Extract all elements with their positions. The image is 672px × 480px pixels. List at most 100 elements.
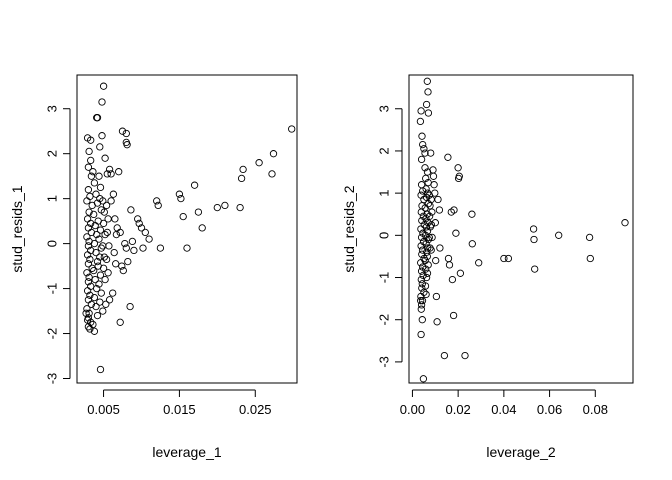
data-point bbox=[90, 210, 98, 219]
data-point bbox=[101, 154, 109, 162]
data-point bbox=[105, 296, 114, 304]
data-point bbox=[419, 229, 427, 237]
data-point bbox=[86, 255, 94, 264]
data-point bbox=[107, 170, 115, 178]
data-point bbox=[92, 302, 100, 311]
data-point bbox=[96, 143, 104, 151]
data-point bbox=[621, 219, 629, 227]
data-point bbox=[175, 190, 184, 198]
data-point bbox=[417, 301, 426, 309]
data-point bbox=[456, 269, 465, 277]
data-point bbox=[418, 216, 426, 225]
data-point bbox=[96, 226, 105, 234]
data-point bbox=[418, 132, 426, 140]
data-point bbox=[83, 251, 92, 259]
data-point bbox=[416, 117, 425, 126]
data-point bbox=[99, 307, 107, 315]
data-point bbox=[105, 242, 113, 250]
x-tick-label: 0.06 bbox=[537, 402, 562, 417]
data-point bbox=[84, 260, 93, 268]
y-tick-label: -1 bbox=[377, 272, 392, 284]
data-point bbox=[97, 289, 105, 297]
data-point bbox=[183, 244, 191, 252]
data-point bbox=[139, 244, 147, 252]
data-point bbox=[111, 215, 119, 223]
data-point bbox=[198, 224, 206, 232]
data-point bbox=[419, 238, 428, 246]
data-point bbox=[103, 228, 111, 237]
data-point bbox=[90, 179, 99, 187]
data-point bbox=[417, 233, 426, 242]
y-axis-label-2: stud_resids_2 bbox=[341, 185, 357, 272]
data-point bbox=[418, 246, 427, 254]
data-point bbox=[83, 269, 91, 277]
data-point bbox=[529, 225, 538, 233]
data-point bbox=[87, 172, 96, 180]
data-point bbox=[153, 197, 161, 205]
data-point bbox=[452, 229, 460, 237]
data-point bbox=[429, 166, 437, 174]
y-tick-label: 1 bbox=[377, 190, 392, 197]
data-point bbox=[83, 305, 91, 313]
data-point bbox=[101, 275, 109, 284]
x-tick-label: 0.005 bbox=[87, 402, 120, 417]
data-point bbox=[141, 228, 149, 237]
data-point bbox=[89, 320, 97, 329]
data-point bbox=[423, 210, 431, 218]
data-point bbox=[436, 244, 444, 252]
data-point bbox=[93, 311, 102, 320]
data-point bbox=[427, 246, 435, 254]
data-point bbox=[422, 273, 431, 282]
data-point bbox=[96, 253, 104, 261]
data-point bbox=[82, 309, 90, 317]
y-tick-label: -2 bbox=[45, 328, 60, 340]
data-point bbox=[92, 190, 100, 198]
x-axis-label-2: leverage_2 bbox=[486, 444, 555, 460]
data-point bbox=[156, 244, 165, 252]
x-tick-label: 0.025 bbox=[239, 402, 272, 417]
data-point bbox=[95, 280, 103, 288]
scatter-panel-2: 0.00 0.02 0.04 0.06 0.08 -3 -2 -1 0 1 2 3 leverage… bbox=[341, 74, 634, 460]
data-point bbox=[421, 149, 429, 157]
data-point bbox=[85, 273, 93, 281]
scatter-panel-1: 0.005 0.015 0.025 -3 -2 -1 0 1 2 3 leverage_1 st… bbox=[9, 74, 298, 460]
y-tick-label: 3 bbox=[377, 105, 392, 112]
data-point bbox=[87, 156, 95, 165]
data-point bbox=[83, 316, 92, 324]
data-point bbox=[102, 300, 110, 308]
data-point bbox=[112, 230, 121, 239]
data-point bbox=[430, 181, 438, 189]
data-point bbox=[555, 231, 563, 239]
data-point bbox=[423, 77, 431, 85]
data-point bbox=[98, 132, 106, 140]
y-tick-label: 0 bbox=[45, 240, 60, 247]
y-axis-1: -3 -2 -1 0 1 2 3 bbox=[45, 105, 71, 384]
data-point bbox=[96, 271, 105, 279]
data-point bbox=[99, 264, 108, 272]
data-point bbox=[417, 155, 426, 164]
data-point bbox=[105, 165, 114, 174]
data-point bbox=[93, 114, 102, 122]
data-point bbox=[124, 257, 132, 266]
y-tick-label: 2 bbox=[45, 150, 60, 157]
data-point bbox=[89, 168, 97, 176]
y-tick-label: -3 bbox=[377, 356, 392, 368]
data-point bbox=[88, 264, 96, 272]
data-point bbox=[83, 197, 91, 205]
data-point bbox=[468, 240, 476, 248]
data-point bbox=[455, 172, 463, 180]
data-point bbox=[97, 244, 105, 252]
y-tick-label: -2 bbox=[377, 314, 392, 326]
points-group-2 bbox=[416, 77, 629, 383]
data-point bbox=[428, 208, 436, 216]
data-point bbox=[90, 239, 99, 248]
data-point bbox=[87, 300, 96, 308]
data-point bbox=[418, 316, 426, 324]
data-point bbox=[417, 305, 425, 313]
y-tick-label: 0 bbox=[377, 232, 392, 239]
data-point bbox=[126, 302, 134, 311]
data-point bbox=[444, 153, 452, 161]
data-point bbox=[104, 269, 112, 277]
data-point bbox=[454, 164, 462, 172]
data-point bbox=[449, 311, 458, 320]
